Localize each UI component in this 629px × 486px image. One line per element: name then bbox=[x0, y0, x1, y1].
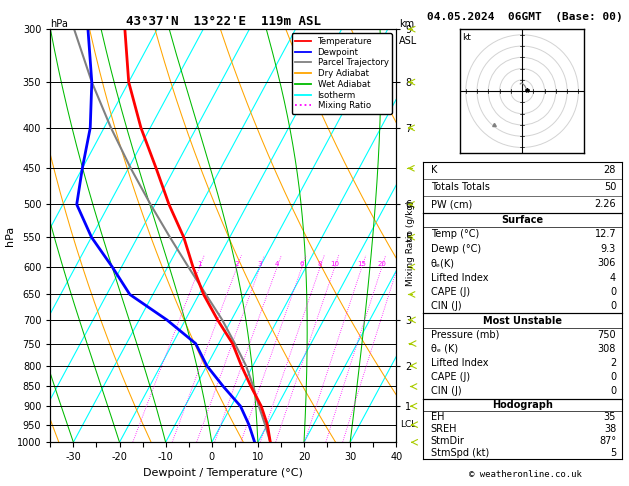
Legend: Temperature, Dewpoint, Parcel Trajectory, Dry Adiabat, Wet Adiabat, Isotherm, Mi: Temperature, Dewpoint, Parcel Trajectory… bbox=[292, 34, 392, 114]
Text: CAPE (J): CAPE (J) bbox=[431, 372, 470, 382]
Text: CAPE (J): CAPE (J) bbox=[431, 287, 470, 297]
Text: ASL: ASL bbox=[399, 36, 418, 47]
Text: 87°: 87° bbox=[599, 436, 616, 446]
Text: © weatheronline.co.uk: © weatheronline.co.uk bbox=[469, 469, 582, 479]
Text: 2.26: 2.26 bbox=[594, 199, 616, 209]
Text: K: K bbox=[431, 165, 437, 175]
Text: 35: 35 bbox=[604, 412, 616, 422]
Text: hPa: hPa bbox=[50, 19, 68, 30]
Text: 3: 3 bbox=[258, 261, 262, 267]
Text: 4: 4 bbox=[275, 261, 279, 267]
Text: km: km bbox=[399, 19, 415, 30]
Text: 15: 15 bbox=[357, 261, 366, 267]
Text: 9.3: 9.3 bbox=[601, 244, 616, 254]
Text: 38: 38 bbox=[604, 424, 616, 434]
Text: 10: 10 bbox=[330, 261, 339, 267]
Text: EH: EH bbox=[431, 412, 444, 422]
Text: SREH: SREH bbox=[431, 424, 457, 434]
Text: 0: 0 bbox=[610, 287, 616, 297]
Text: 4: 4 bbox=[610, 273, 616, 282]
Text: 28: 28 bbox=[604, 165, 616, 175]
Text: 306: 306 bbox=[598, 258, 616, 268]
Text: θₑ(K): θₑ(K) bbox=[431, 258, 455, 268]
Y-axis label: hPa: hPa bbox=[6, 226, 15, 246]
Text: CIN (J): CIN (J) bbox=[431, 301, 461, 312]
Text: 04.05.2024  06GMT  (Base: 00): 04.05.2024 06GMT (Base: 00) bbox=[427, 12, 623, 22]
Text: 308: 308 bbox=[598, 344, 616, 354]
Text: Pressure (mb): Pressure (mb) bbox=[431, 330, 499, 340]
Text: 0: 0 bbox=[610, 386, 616, 397]
Text: 5: 5 bbox=[610, 448, 616, 458]
Text: 50: 50 bbox=[604, 182, 616, 192]
Text: 12.7: 12.7 bbox=[594, 229, 616, 240]
Text: Temp (°C): Temp (°C) bbox=[431, 229, 479, 240]
Text: Lifted Index: Lifted Index bbox=[431, 273, 488, 282]
Text: StmDir: StmDir bbox=[431, 436, 465, 446]
Text: Most Unstable: Most Unstable bbox=[483, 315, 562, 326]
Text: kt: kt bbox=[462, 33, 471, 41]
Text: 2: 2 bbox=[610, 358, 616, 368]
Text: CIN (J): CIN (J) bbox=[431, 386, 461, 397]
Text: Mixing Ratio (g/kg): Mixing Ratio (g/kg) bbox=[406, 200, 415, 286]
Text: 0: 0 bbox=[610, 301, 616, 312]
Text: 8: 8 bbox=[318, 261, 323, 267]
Title: 43°37'N  13°22'E  119m ASL: 43°37'N 13°22'E 119m ASL bbox=[126, 15, 321, 28]
Text: StmSpd (kt): StmSpd (kt) bbox=[431, 448, 489, 458]
X-axis label: Dewpoint / Temperature (°C): Dewpoint / Temperature (°C) bbox=[143, 468, 303, 478]
Text: 2: 2 bbox=[235, 261, 239, 267]
Text: Totals Totals: Totals Totals bbox=[431, 182, 489, 192]
Text: 20: 20 bbox=[377, 261, 386, 267]
Text: PW (cm): PW (cm) bbox=[431, 199, 472, 209]
Text: Lifted Index: Lifted Index bbox=[431, 358, 488, 368]
Text: Dewp (°C): Dewp (°C) bbox=[431, 244, 481, 254]
Text: 750: 750 bbox=[598, 330, 616, 340]
Text: Hodograph: Hodograph bbox=[492, 399, 553, 410]
Text: 6: 6 bbox=[299, 261, 304, 267]
Text: 0: 0 bbox=[610, 372, 616, 382]
Text: 1: 1 bbox=[198, 261, 202, 267]
Text: θₑ (K): θₑ (K) bbox=[431, 344, 458, 354]
Text: LCL: LCL bbox=[400, 420, 416, 429]
Text: Surface: Surface bbox=[501, 215, 543, 225]
